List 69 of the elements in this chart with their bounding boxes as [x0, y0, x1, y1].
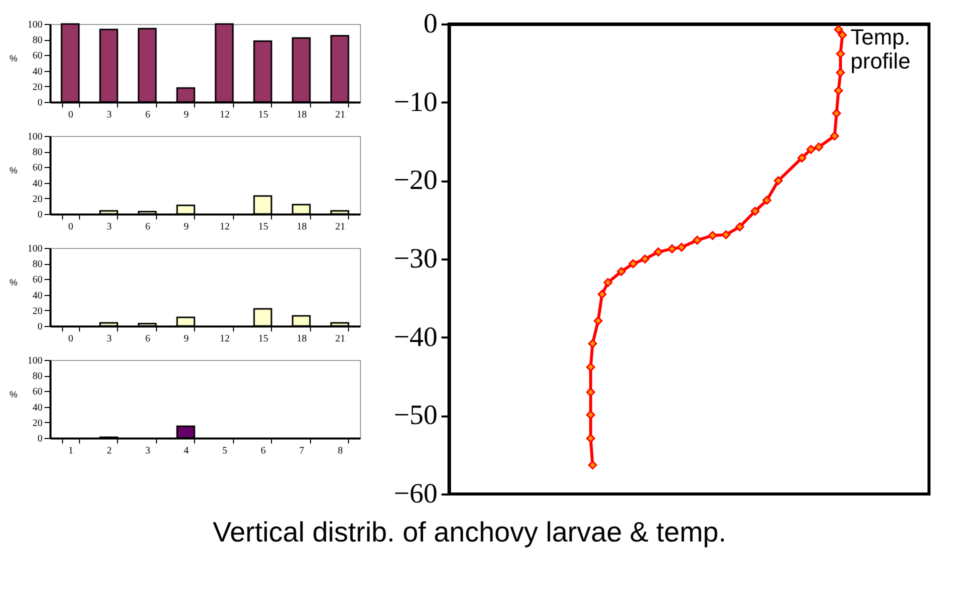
y-axis-title: % [9, 166, 18, 176]
y-tick-label: 60 [32, 274, 42, 286]
y-tick-label: 40 [32, 290, 42, 302]
y-tick-label: 40 [32, 66, 42, 78]
y-tick-label: 80 [32, 35, 42, 46]
x-tick-label: 12 [220, 222, 230, 232]
y-tick-label: 0 [38, 98, 42, 108]
x-tick-label: 15 [258, 222, 268, 232]
y-tick-label: 40 [32, 402, 42, 414]
x-tick-label: 18 [296, 110, 307, 120]
y-tick-label: 100 [28, 356, 42, 366]
y-tick-label: 100 [28, 20, 42, 30]
y-tick-label: 60 [32, 386, 42, 398]
y-tick-label: 0 [38, 434, 42, 444]
x-tick-label: 0 [68, 334, 74, 344]
x-tick-label: 9 [184, 222, 189, 232]
y-tick-label: 80 [32, 259, 42, 270]
x-tick-label: 21 [335, 222, 346, 232]
x-tick-label: 12 [220, 110, 230, 120]
x-tick-label: 4 [184, 446, 189, 456]
y-tick-label: 20 [32, 418, 42, 429]
x-tick-label: 15 [258, 110, 268, 120]
y-tick-label: −10 [394, 86, 438, 118]
y-tick-label: −60 [394, 478, 438, 510]
x-tick-label: 6 [145, 222, 150, 232]
x-tick-label: 9 [184, 110, 189, 120]
y-tick-label: 100 [28, 244, 42, 254]
x-tick-label: 2 [106, 446, 112, 456]
x-tick-label: 18 [296, 334, 307, 344]
y-tick-label: 0 [424, 8, 438, 40]
x-tick-label: 3 [106, 110, 112, 120]
x-tick-label: 9 [184, 334, 189, 344]
y-tick-label: 0 [38, 322, 42, 332]
y-tick-label: 20 [32, 82, 42, 93]
x-tick-label: 8 [338, 446, 343, 456]
y-axis-title: % [9, 54, 18, 64]
y-tick-label: −30 [394, 244, 438, 274]
x-tick-label: 3 [106, 222, 112, 232]
x-tick-label: 6 [145, 334, 150, 344]
x-tick-label: 3 [145, 446, 150, 456]
x-tick-label: 3 [106, 334, 112, 344]
y-axis-title: % [9, 390, 18, 400]
x-tick-label: 0 [68, 222, 74, 232]
y-tick-label: 100 [28, 132, 42, 142]
y-tick-label: 20 [32, 306, 42, 317]
x-tick-label: 21 [335, 334, 346, 344]
y-tick-label: 40 [32, 178, 42, 190]
y-tick-label: −50 [394, 400, 438, 432]
y-tick-label: 60 [32, 50, 42, 62]
x-tick-label: 5 [222, 446, 228, 456]
x-tick-label: 18 [296, 222, 307, 232]
x-tick-label: 0 [68, 110, 74, 120]
x-tick-label: 1 [68, 446, 74, 456]
y-tick-label: −20 [394, 165, 438, 196]
x-tick-label: 6 [260, 446, 266, 456]
y-tick-label: 80 [32, 371, 42, 382]
x-tick-label: 7 [299, 446, 304, 456]
series-label: Temp. profile [850, 24, 910, 74]
x-tick-label: 12 [220, 334, 230, 344]
y-axis-title: % [9, 278, 18, 288]
x-tick-label: 21 [335, 110, 346, 120]
x-tick-label: 6 [145, 110, 150, 120]
text: Vertical distrib. of anchovy larvae & temp. [212, 516, 726, 548]
y-tick-label: 0 [38, 210, 42, 220]
x-tick-label: 15 [258, 334, 268, 344]
y-tick-label: 20 [32, 194, 42, 205]
y-tick-label: 80 [32, 147, 42, 158]
y-tick-label: 60 [32, 162, 42, 174]
y-tick-label: −40 [394, 322, 438, 353]
